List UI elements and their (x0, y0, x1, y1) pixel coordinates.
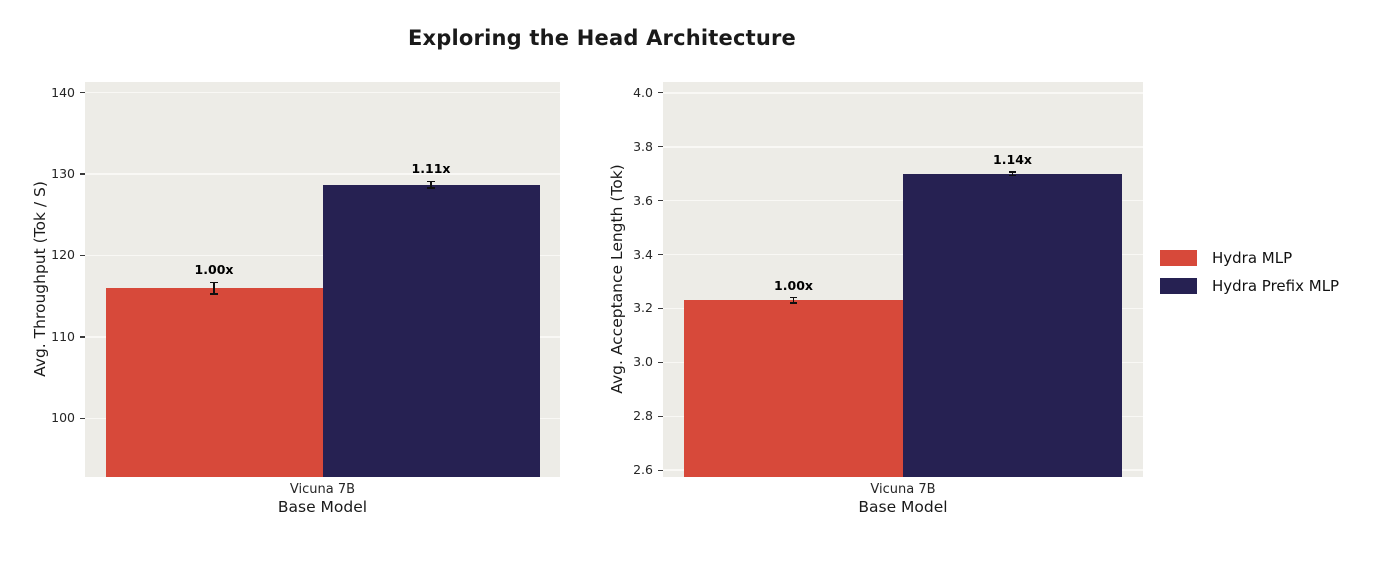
bar-hydra-mlp (684, 300, 903, 477)
acceptance-plot-area: 1.00x 1.14x (663, 82, 1143, 477)
y-tick-mark (658, 415, 663, 418)
legend-label-hydra-prefix-mlp: Hydra Prefix MLP (1212, 277, 1340, 295)
y-tick-label: 4.0 (633, 84, 653, 100)
error-bar-hydra-mlp (213, 282, 215, 294)
error-bar-cap (789, 302, 798, 304)
bar-value-label-hydra-mlp: 1.00x (774, 277, 813, 293)
y-tick-mark (80, 417, 85, 420)
legend-swatch-hydra-prefix-mlp (1160, 278, 1197, 294)
y-tick-label: 120 (51, 247, 75, 263)
y-tick-mark (80, 91, 85, 94)
figure-title: Exploring the Head Architecture (408, 26, 796, 50)
error-bar-cap (1008, 174, 1017, 177)
y-tick-label: 2.6 (633, 462, 653, 478)
bar-value-label-hydra-prefix-mlp: 1.11x (411, 161, 451, 177)
y-tick-mark (658, 307, 663, 310)
error-bar-cap (427, 180, 435, 183)
throughput-y-axis-label: Avg. Throughput (Tok / S) (31, 181, 49, 377)
gridline (663, 145, 1143, 148)
gridline (85, 173, 560, 175)
bar-value-label-hydra-prefix-mlp: 1.14x (993, 151, 1032, 167)
legend-label-hydra-mlp: Hydra MLP (1212, 249, 1293, 267)
y-tick-label: 3.8 (633, 138, 653, 154)
y-tick-label: 3.0 (633, 354, 653, 370)
y-tick-label: 140 (51, 84, 75, 100)
error-bar-cap (427, 187, 435, 189)
legend-item-hydra-mlp: Hydra MLP (1160, 249, 1339, 267)
y-tick-label: 3.2 (633, 300, 653, 316)
error-bar-cap (789, 296, 798, 299)
bar-hydra-mlp (105, 288, 323, 477)
throughput-x-tick-label: Vicuna 7B (289, 482, 356, 497)
y-tick-mark (658, 92, 663, 94)
error-bar-hydra-prefix-mlp (430, 181, 432, 188)
acceptance-x-tick-label: Vicuna 7B (870, 482, 936, 497)
bar-hydra-prefix-mlp (322, 184, 540, 477)
y-tick-mark (658, 361, 663, 364)
y-tick-label: 3.4 (633, 246, 653, 262)
y-tick-label: 3.6 (633, 192, 653, 208)
throughput-plot-area: 1.00x 1.11x (85, 82, 560, 477)
error-bar-cap (1008, 170, 1017, 173)
legend-swatch-hydra-mlp (1160, 250, 1197, 266)
error-bar-hydra-prefix-mlp (1011, 171, 1014, 176)
bar-value-label-hydra-mlp: 1.00x (194, 262, 234, 278)
throughput-x-axis-label: Base Model (277, 498, 368, 516)
y-tick-label: 130 (51, 166, 75, 182)
legend: Hydra MLP Hydra Prefix MLP (1160, 249, 1339, 305)
gridline (663, 91, 1143, 94)
y-tick-mark (80, 254, 85, 257)
y-tick-mark (658, 199, 663, 202)
y-tick-label: 110 (51, 328, 75, 344)
y-tick-label: 100 (51, 410, 75, 426)
y-tick-mark (658, 469, 663, 471)
y-tick-mark (80, 173, 85, 175)
acceptance-x-axis-label: Base Model (858, 498, 948, 516)
error-bar-hydra-mlp (792, 297, 795, 304)
y-tick-mark (80, 336, 85, 338)
y-tick-mark (658, 253, 663, 256)
bar-hydra-prefix-mlp (903, 173, 1122, 477)
error-bar-cap (210, 292, 218, 295)
y-tick-label: 2.8 (633, 408, 653, 424)
legend-item-hydra-prefix-mlp: Hydra Prefix MLP (1160, 277, 1339, 295)
gridline (85, 91, 560, 94)
y-tick-mark (658, 146, 663, 148)
error-bar-cap (210, 281, 218, 284)
